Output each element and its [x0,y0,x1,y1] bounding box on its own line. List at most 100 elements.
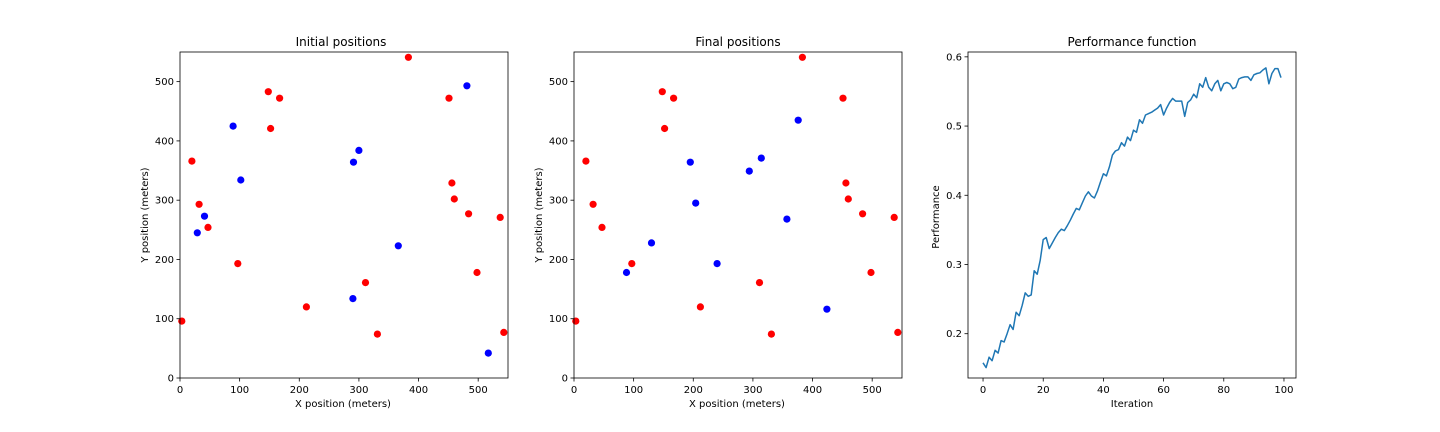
y-axis-label: Y position (meters) [140,167,151,263]
y-tick-label: 400 [155,136,174,147]
x-tick-label: 500 [863,385,882,396]
data-point [188,157,196,165]
data-point [692,199,700,207]
y-tick-label: 500 [155,77,174,88]
data-point [234,260,242,268]
x-tick-label: 400 [409,385,428,396]
y-tick-label: 100 [155,314,174,325]
performance-function-chart: Performance function Iteration Performan… [931,35,1297,410]
axes-frame [573,51,903,379]
data-point [276,94,284,102]
x-tick-label: 0 [571,385,577,396]
x-tick-label: 60 [1157,385,1170,396]
chart-title: Final positions [695,35,780,49]
data-point [661,124,669,133]
data-point [195,200,203,208]
x-tick-label: 0 [980,385,986,396]
data-point [450,195,458,203]
data-point [823,305,831,313]
y-tick-label: 300 [155,196,174,207]
plot-area [572,53,902,338]
y-tick-label: 0.5 [946,122,962,133]
data-point [859,210,867,218]
data-point [404,53,412,61]
data-point [745,167,753,175]
x-axis-label: X position (meters) [689,399,785,410]
axes-frame [179,51,509,379]
data-point [713,260,721,268]
y-tick-label: 0 [168,374,174,385]
x-tick-label: 200 [684,385,703,396]
x-tick-label: 500 [469,385,488,396]
data-point [890,213,898,221]
data-point [463,82,471,90]
y-tick-label: 0 [562,374,568,385]
data-point [200,212,209,220]
data-point [237,176,245,184]
x-axis-label: Iteration [1111,399,1153,410]
y-tick-label: 200 [549,255,568,266]
data-point [867,268,875,277]
x-tick-label: 80 [1217,385,1230,396]
data-point [670,94,678,102]
data-point [267,124,275,133]
y-tick-label: 0.2 [946,329,962,340]
data-point [757,154,765,162]
data-point [582,157,590,165]
y-axis-label: Performance [931,185,942,248]
data-point [622,268,631,277]
data-point [496,213,504,221]
data-point [445,94,453,102]
data-point [373,330,381,338]
y-tick-label: 0.6 [946,52,962,63]
y-tick-label: 200 [155,255,174,266]
plot-area [178,53,508,357]
data-point [355,146,363,154]
x-tick-label: 0 [177,385,183,396]
y-tick-label: 500 [549,77,568,88]
x-tick-label: 200 [290,385,309,396]
data-point [798,53,807,61]
data-point [783,215,791,223]
x-axis-label: X position (meters) [295,399,391,410]
data-point [349,295,357,303]
x-tick-label: 300 [743,385,762,396]
data-point [647,239,656,247]
x-tick-label: 100 [1274,385,1293,396]
y-tick-label: 0.3 [946,260,962,271]
data-point [229,122,237,130]
plot-area [982,67,1282,369]
x-tick-label: 100 [230,385,249,396]
final-positions-chart: Final positions X position (meters) Y po… [534,35,903,410]
data-point [473,268,481,277]
x-tick-label: 20 [1037,385,1050,396]
x-tick-label: 300 [349,385,368,396]
data-point [500,328,508,336]
data-point [767,330,776,338]
y-tick-label: 0.4 [946,191,962,202]
x-tick-label: 40 [1097,385,1110,396]
data-point [465,210,473,218]
chart-title: Performance function [1068,35,1197,49]
data-point [794,116,802,124]
axes-frame [967,51,1297,379]
data-point [484,349,492,357]
y-tick-label: 100 [549,314,568,325]
data-point [658,88,666,96]
data-point [839,94,847,102]
series-line [982,67,1282,369]
data-point [302,303,310,311]
data-point [686,158,694,166]
x-tick-label: 400 [803,385,822,396]
y-tick-label: 400 [549,136,568,147]
data-point [394,242,402,250]
data-point [264,88,272,96]
data-point [598,223,606,231]
data-point [589,200,597,208]
data-point [628,260,636,268]
y-tick-label: 300 [549,196,568,207]
x-tick-label: 100 [624,385,643,396]
data-point [844,195,852,203]
data-point [204,223,212,231]
initial-positions-chart: Initial positions X position (meters) Y … [140,35,509,410]
